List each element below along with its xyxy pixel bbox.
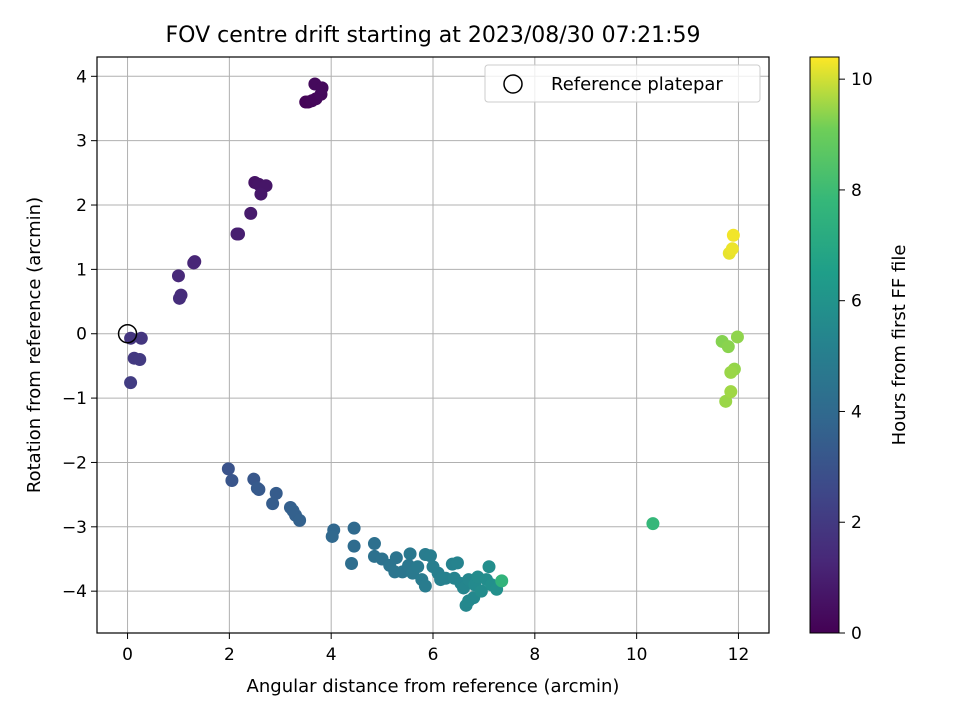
y-tick-label: −2	[62, 453, 87, 473]
data-point	[347, 521, 361, 535]
data-point	[221, 462, 235, 476]
colorbar-tick-label: 10	[851, 70, 873, 90]
grid-lines	[97, 57, 769, 633]
data-point	[389, 551, 403, 565]
colorbar-label: Hours from first FF file	[889, 245, 910, 446]
data-point	[495, 574, 509, 588]
data-point	[124, 331, 138, 345]
y-tick-label: 4	[76, 67, 87, 87]
data-point	[730, 330, 744, 344]
reference-platepar-marker	[117, 323, 138, 344]
data-point	[646, 517, 660, 531]
colorbar-tick-label: 4	[851, 402, 862, 422]
data-point	[450, 556, 464, 570]
data-point	[724, 365, 738, 379]
data-point	[403, 547, 417, 561]
y-tick-label: −4	[62, 582, 87, 602]
y-tick-label: −3	[62, 518, 87, 538]
data-point	[347, 539, 361, 553]
x-axis-ticks: 0 2 4 6 8 10 12	[122, 633, 749, 665]
legend-marker-icon	[503, 74, 523, 94]
data-point	[286, 504, 300, 518]
data-point	[225, 473, 239, 487]
colorbar-ticks: 0 2 4 6 8 10	[839, 70, 873, 644]
data-point	[325, 529, 339, 543]
chart-title: FOV centre drift starting at 2023/08/30 …	[166, 23, 701, 48]
x-tick-label: 2	[224, 645, 235, 665]
data-point	[133, 352, 147, 366]
data-point	[345, 556, 359, 570]
data-point	[411, 560, 425, 574]
colorbar-tick-label: 2	[851, 513, 862, 533]
data-point	[254, 187, 268, 201]
x-tick-label: 12	[728, 645, 750, 665]
x-axis-label: Angular distance from reference (arcmin)	[247, 676, 620, 697]
colorbar-tick-label: 6	[851, 292, 862, 312]
y-tick-label: 1	[76, 260, 87, 280]
data-point	[172, 291, 186, 305]
y-axis-ticks: −4 −3 −2 −1 0 1 2 3 4	[62, 67, 97, 602]
data-point	[482, 560, 496, 574]
data-point	[171, 269, 185, 283]
data-point	[725, 242, 739, 256]
data-point	[134, 331, 148, 345]
data-point	[230, 227, 244, 241]
data-point	[244, 206, 258, 220]
y-tick-label: 2	[76, 196, 87, 216]
x-tick-label: 0	[122, 645, 133, 665]
data-point	[315, 81, 329, 95]
legend: Reference platepar	[484, 64, 761, 103]
y-tick-label: 3	[76, 132, 87, 152]
legend-label: Reference platepar	[551, 74, 723, 95]
data-point	[423, 549, 437, 563]
data-point	[367, 537, 381, 551]
colorbar-tick-label: 8	[851, 181, 862, 201]
x-tick-label: 8	[529, 645, 540, 665]
x-tick-label: 6	[428, 645, 439, 665]
x-tick-label: 10	[626, 645, 648, 665]
data-point	[124, 376, 138, 390]
legend-box	[484, 64, 761, 103]
x-tick-label: 4	[326, 645, 337, 665]
data-points	[124, 77, 744, 612]
data-point	[187, 256, 201, 270]
data-point	[293, 513, 307, 527]
y-tick-label: −1	[62, 389, 87, 409]
colorbar-tick-label: 0	[851, 624, 862, 644]
data-point	[721, 340, 735, 354]
y-axis-label: Rotation from reference (arcmin)	[24, 197, 45, 493]
data-point	[719, 394, 733, 408]
data-point	[724, 385, 738, 399]
colorbar	[809, 56, 840, 634]
data-point	[266, 497, 280, 511]
data-point	[250, 481, 264, 495]
data-point	[269, 486, 283, 500]
data-point	[726, 228, 740, 242]
data-point	[418, 579, 432, 593]
y-tick-label: 0	[76, 325, 87, 345]
data-point	[474, 584, 488, 598]
